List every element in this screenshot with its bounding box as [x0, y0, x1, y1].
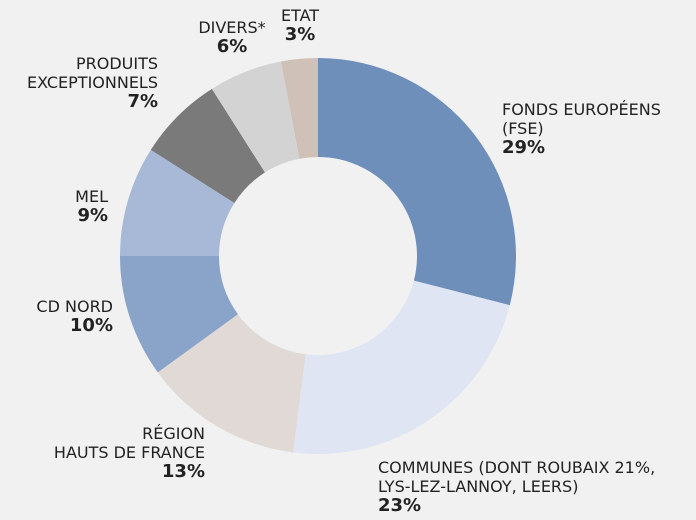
category-name: PRODUITS EXCEPTIONNELS	[26, 54, 158, 92]
value-label: 29%	[502, 137, 546, 158]
slice	[318, 58, 516, 306]
slice-label: COMMUNES (DONT ROUBAIX 21%, LYS-LEZ-LANN…	[378, 458, 655, 515]
category-name: ETAT	[280, 6, 320, 25]
value-label: 6%	[216, 36, 248, 57]
slice	[293, 280, 510, 454]
category-name: COMMUNES (DONT ROUBAIX 21%, LYS-LEZ-LANN…	[378, 458, 656, 496]
category-name: CD NORD	[36, 297, 113, 316]
slice-label: RÉGION HAUTS DE FRANCE 13%	[54, 424, 205, 481]
value-label: 13%	[161, 461, 205, 482]
value-label: 3%	[284, 24, 316, 45]
slice	[211, 61, 300, 173]
category-name: MEL	[75, 187, 108, 206]
value-label: 9%	[77, 205, 108, 226]
slice-label: MEL 9%	[75, 187, 108, 225]
slice	[150, 88, 265, 203]
slice-label: PRODUITS EXCEPTIONNELS 7%	[27, 54, 158, 111]
category-name: DIVERS*	[198, 18, 266, 37]
value-label: 23%	[378, 495, 422, 516]
slice-label: FONDS EUROPÉENS (FSE) 29%	[502, 100, 661, 157]
slice-label: CD NORD 10%	[36, 297, 113, 335]
slice-label: ETAT 3%	[281, 6, 319, 44]
slice	[280, 58, 318, 159]
category-name: FONDS EUROPÉENS (FSE)	[502, 100, 661, 138]
value-label: 10%	[69, 315, 113, 336]
slice	[157, 314, 306, 453]
value-label: 7%	[127, 91, 158, 112]
slice	[120, 256, 238, 373]
slice-label: DIVERS* 6%	[198, 18, 265, 56]
slice	[120, 149, 235, 256]
category-name: RÉGION HAUTS DE FRANCE	[53, 424, 205, 462]
